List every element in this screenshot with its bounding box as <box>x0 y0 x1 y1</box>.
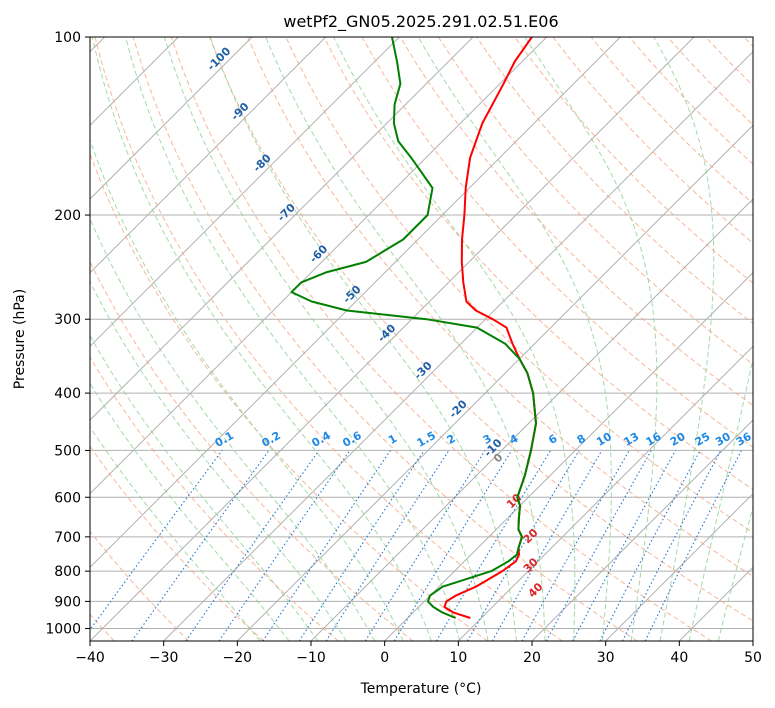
dry-adiabat <box>94 37 563 641</box>
moist-adiabat <box>90 334 319 641</box>
x-tick-label: 10 <box>449 650 467 666</box>
moist-adiabat <box>524 37 658 641</box>
y-tick-label: 900 <box>54 594 81 610</box>
mixing-ratio-line <box>435 450 552 641</box>
x-tick-label: −40 <box>75 650 105 666</box>
mixing-ratio-line <box>621 450 722 641</box>
dry-adiabat <box>170 37 712 641</box>
y-tick-label: 800 <box>54 564 81 580</box>
mixing-ratio-line <box>545 450 652 641</box>
mixing-ratio-line <box>572 450 676 641</box>
y-tick-label: 100 <box>54 30 81 46</box>
dry-adiabat <box>90 356 339 641</box>
dry-adiabat <box>90 260 414 641</box>
moist-adiabat <box>688 355 753 641</box>
dry-adiabat <box>132 37 638 641</box>
mixing-ratio-line <box>218 450 351 641</box>
mixing-ratio-line <box>325 450 450 641</box>
isotherm-line <box>236 124 753 641</box>
isotherm-line <box>90 37 548 495</box>
dry-adiabat <box>90 445 264 641</box>
y-tick-label: 1000 <box>45 621 81 637</box>
plot-frame <box>89 36 754 642</box>
dry-adiabat <box>247 37 753 577</box>
moist-adiabat <box>163 37 489 641</box>
x-tick-label: 0 <box>380 650 389 666</box>
isotherm-line <box>531 419 753 641</box>
mixing-ratio-line <box>131 450 270 641</box>
moist-adiabat <box>417 37 612 641</box>
moist-adiabat <box>333 37 576 641</box>
moist-adiabat <box>90 138 404 641</box>
mixing-ratio-line <box>185 450 320 641</box>
moist-adiabat <box>90 382 290 641</box>
dry-adiabat <box>323 37 753 491</box>
dry-adiabat <box>399 37 753 407</box>
isotherm-line <box>163 50 753 641</box>
moist-adiabat <box>265 37 546 641</box>
isotherm-line <box>384 271 753 641</box>
mixing-ratio-line <box>90 450 223 631</box>
isotherm-line <box>90 37 695 641</box>
x-axis-label: Temperature (°C) <box>360 681 482 697</box>
mixing-ratio-line <box>599 450 701 641</box>
dry-adiabat <box>90 152 488 641</box>
x-tick-label: 40 <box>670 650 688 666</box>
x-tick-label: −20 <box>223 650 253 666</box>
isotherm-line <box>457 345 753 641</box>
y-axis-label: Pressure (hPa) <box>12 289 28 389</box>
isotherm-line <box>90 37 253 200</box>
dry-adiabat <box>90 530 190 641</box>
moist-adiabat <box>209 37 517 641</box>
dry-adiabat <box>209 37 753 622</box>
mixing-ratio-line <box>262 450 391 641</box>
dry-adiabat <box>437 37 753 365</box>
isotherm-line <box>90 37 327 274</box>
isotherm-line <box>90 37 621 569</box>
mixing-ratio-label: 36 <box>734 430 754 449</box>
moist-adiabat <box>653 37 715 641</box>
x-tick-label: 30 <box>597 650 615 666</box>
dry-adiabat <box>514 37 753 284</box>
y-tick-label: 400 <box>54 386 81 402</box>
y-tick-label: 300 <box>54 312 81 328</box>
x-tick-label: −30 <box>149 650 179 666</box>
y-tick-label: 500 <box>54 443 81 459</box>
moist-adiabat <box>717 505 753 641</box>
y-tick-label: 200 <box>54 208 81 224</box>
mixing-ratio-line <box>644 450 742 641</box>
x-tick-label: 20 <box>523 650 541 666</box>
y-tick-label: 700 <box>54 530 81 546</box>
isotherm-line <box>90 37 474 421</box>
moist-adiabat <box>91 37 432 641</box>
moist-adiabat <box>125 37 461 641</box>
chart-title: wetPf2_GN05.2025.291.02.51.E06 <box>283 12 558 32</box>
moist-adiabat <box>90 426 261 641</box>
isotherm-line <box>90 37 400 348</box>
axes: −40 −30 −20 −10 0 10 20 30 40 50 100 200 300 400 500 60… <box>45 30 762 666</box>
moist-adiabat <box>90 280 347 641</box>
x-tick-label: 50 <box>744 650 762 666</box>
plot-area: 0.1 0.2 0.4 0.6 1 1.5 2 3 4 6 8 10 13 16 20 25 30 36-100-… <box>90 37 754 641</box>
y-tick-label: 600 <box>54 490 81 506</box>
dewpoint-profile-line <box>290 37 537 619</box>
moist-adiabat <box>90 217 376 641</box>
isotherm-line <box>605 492 753 641</box>
x-tick-label: −10 <box>296 650 326 666</box>
mixing-ratio-line <box>298 450 425 641</box>
